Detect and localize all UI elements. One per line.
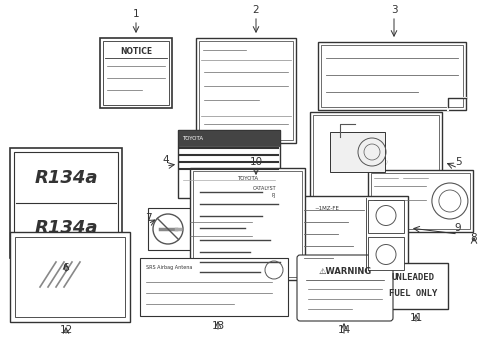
Text: (engine
diagram): (engine diagram) [363, 154, 387, 165]
Bar [178, 130, 280, 198]
Text: 9: 9 [454, 223, 460, 233]
Bar [190, 168, 305, 280]
Bar [148, 208, 258, 250]
Bar [140, 258, 287, 316]
Bar [312, 115, 438, 214]
Bar [309, 112, 441, 217]
Text: 13: 13 [211, 321, 224, 331]
Bar [367, 237, 403, 270]
Text: 5: 5 [454, 157, 460, 167]
Text: 14: 14 [337, 325, 350, 335]
Text: 1: 1 [132, 9, 139, 19]
Bar [320, 45, 462, 107]
Text: 8: 8 [470, 233, 476, 243]
Bar [10, 232, 130, 322]
Text: CATALYST: CATALYST [252, 185, 275, 190]
Bar [14, 152, 118, 254]
Text: 4: 4 [163, 155, 169, 165]
Bar [317, 42, 465, 110]
Bar [196, 38, 295, 143]
Bar [10, 148, 122, 258]
Text: SRS Airbag Antena: SRS Airbag Antena [146, 266, 192, 270]
Text: PJ: PJ [271, 193, 275, 198]
Text: FUEL ONLY: FUEL ONLY [388, 288, 436, 297]
Text: ⚠WARNING: ⚠WARNING [318, 266, 371, 275]
Bar [367, 170, 472, 232]
Text: 7: 7 [144, 213, 151, 223]
Bar [329, 132, 384, 172]
Text: TOYOTA: TOYOTA [182, 135, 203, 140]
Text: ~1MZ-FE: ~1MZ-FE [313, 207, 338, 211]
Text: UNLEADED: UNLEADED [391, 273, 434, 282]
Bar [377, 263, 447, 309]
Text: R134a: R134a [34, 169, 98, 187]
Text: 11: 11 [408, 313, 422, 323]
Bar [178, 130, 280, 146]
Text: TOYOTA: TOYOTA [237, 175, 258, 180]
Bar [15, 237, 125, 317]
Bar [367, 200, 403, 233]
Text: 2: 2 [252, 5, 259, 15]
Text: 3: 3 [390, 5, 397, 15]
Text: 6: 6 [62, 263, 69, 273]
FancyBboxPatch shape [296, 255, 392, 321]
Text: 12: 12 [59, 325, 73, 335]
Text: R134a: R134a [34, 219, 98, 237]
Bar [199, 41, 292, 140]
Text: NOTICE: NOTICE [120, 46, 152, 55]
Bar [297, 196, 407, 274]
Bar [100, 38, 172, 108]
Bar [370, 173, 469, 229]
Bar [193, 171, 302, 277]
Bar [103, 41, 169, 105]
Text: 10: 10 [249, 157, 262, 167]
